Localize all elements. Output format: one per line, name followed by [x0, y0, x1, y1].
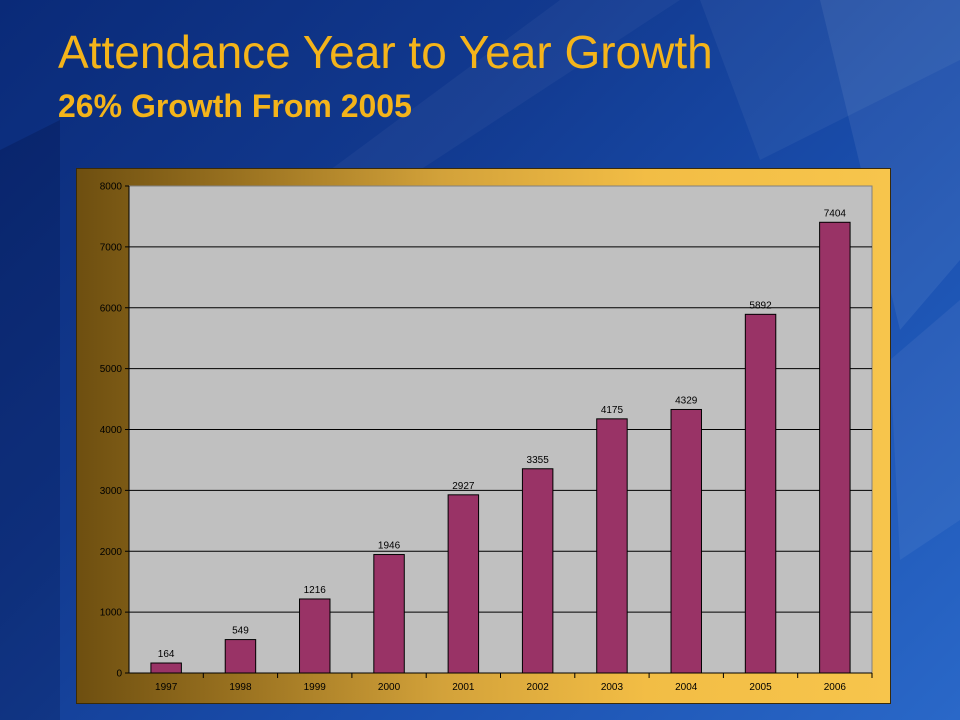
y-tick-label: 3000 — [100, 486, 123, 497]
chart-frame: 0 1000 2000 3000 4000 5000 6000 7000 8000 164 1997… — [76, 168, 891, 704]
bar — [521, 468, 554, 674]
y-tick-label: 0 — [116, 669, 122, 680]
y-tick-label: 8000 — [100, 182, 123, 193]
slide-title: Attendance Year to Year Growth — [58, 26, 713, 78]
data-label: 3355 — [527, 455, 550, 466]
data-label: 1216 — [304, 585, 327, 596]
bar — [819, 221, 851, 674]
x-tick-label: 2005 — [749, 682, 772, 693]
bar — [670, 408, 702, 674]
x-tick-label: 2000 — [378, 682, 401, 693]
x-tick-label: 1998 — [229, 682, 252, 693]
data-label: 549 — [232, 626, 249, 637]
slide-subtitle: 26% Growth From 2005 — [58, 88, 412, 124]
data-label: 4329 — [675, 395, 698, 406]
bar — [224, 639, 257, 674]
x-tick-label: 1997 — [155, 682, 178, 693]
x-tick-label: 2003 — [601, 682, 624, 693]
y-tick-label: 5000 — [100, 364, 123, 375]
x-tick-label: 2001 — [452, 682, 475, 693]
y-tick-label: 4000 — [100, 425, 123, 436]
y-tick-label: 2000 — [100, 547, 123, 558]
x-tick-label: 2006 — [824, 682, 847, 693]
x-tick-label: 2004 — [675, 682, 698, 693]
data-label: 5892 — [749, 300, 772, 311]
data-label: 4175 — [601, 405, 624, 416]
y-tick-label: 6000 — [100, 303, 123, 314]
y-tick-label: 7000 — [100, 242, 123, 253]
bar — [299, 598, 331, 674]
data-label: 164 — [158, 649, 175, 660]
bar-chart: 0 1000 2000 3000 4000 5000 6000 7000 8000 164 1997… — [100, 182, 873, 693]
bar — [150, 662, 182, 674]
data-label: 1946 — [378, 541, 401, 552]
y-tick-label: 1000 — [100, 608, 123, 619]
x-tick-label: 2002 — [527, 682, 550, 693]
bar — [373, 554, 405, 674]
bar — [596, 418, 628, 674]
data-label: 2927 — [452, 481, 475, 492]
bar — [744, 313, 777, 674]
x-tick-label: 1999 — [304, 682, 327, 693]
data-label: 7404 — [824, 208, 847, 219]
bar — [447, 494, 480, 674]
